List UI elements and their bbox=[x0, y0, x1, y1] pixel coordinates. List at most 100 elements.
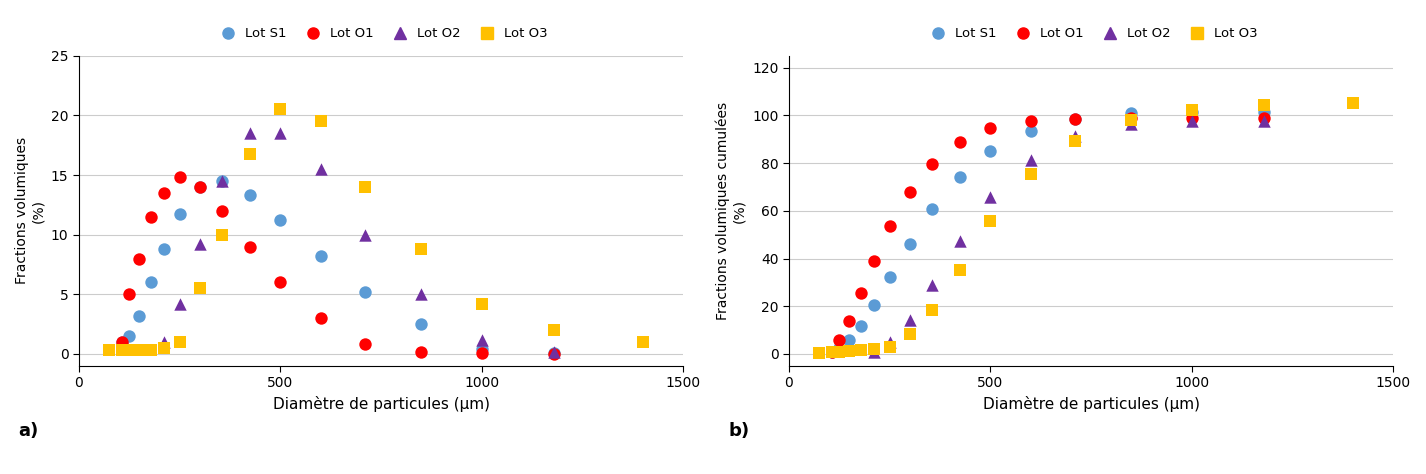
Point bbox=[118, 332, 141, 340]
Point bbox=[1119, 115, 1142, 122]
Point bbox=[898, 189, 921, 196]
Point bbox=[807, 349, 830, 357]
Point bbox=[1181, 108, 1204, 116]
Point bbox=[97, 346, 120, 354]
Point bbox=[354, 288, 376, 296]
Point bbox=[980, 124, 1002, 132]
Point bbox=[948, 237, 971, 245]
Y-axis label: Fractions volumiques cumulées
(%): Fractions volumiques cumulées (%) bbox=[716, 102, 747, 320]
Point bbox=[409, 245, 432, 253]
Point bbox=[110, 346, 133, 354]
Point bbox=[1064, 115, 1087, 123]
Point bbox=[128, 346, 151, 354]
Point bbox=[829, 344, 851, 352]
Point bbox=[863, 257, 886, 264]
Point bbox=[838, 337, 861, 344]
Point bbox=[309, 118, 332, 125]
Point bbox=[1181, 114, 1204, 122]
Point bbox=[140, 279, 163, 286]
Point bbox=[921, 205, 944, 213]
Point bbox=[980, 193, 1002, 201]
Point bbox=[863, 301, 886, 309]
Point bbox=[1064, 137, 1087, 145]
Point bbox=[921, 160, 944, 167]
Point bbox=[270, 217, 292, 224]
Point bbox=[188, 240, 211, 248]
Point bbox=[1181, 118, 1204, 125]
Point bbox=[168, 210, 191, 218]
Point bbox=[948, 173, 971, 181]
Point bbox=[1020, 171, 1042, 178]
Point bbox=[188, 183, 211, 191]
Point bbox=[270, 129, 292, 137]
Point bbox=[309, 165, 332, 173]
Point bbox=[820, 348, 843, 356]
Point bbox=[471, 346, 493, 353]
Point bbox=[128, 312, 151, 319]
Point bbox=[1342, 99, 1365, 107]
X-axis label: Diamètre de particules (μm): Diamètre de particules (μm) bbox=[983, 396, 1199, 412]
Point bbox=[110, 338, 133, 346]
Point bbox=[153, 189, 175, 197]
Point bbox=[168, 338, 191, 346]
Point bbox=[878, 343, 901, 351]
Point bbox=[168, 173, 191, 181]
Point bbox=[1064, 115, 1087, 123]
Point bbox=[863, 348, 886, 356]
Point bbox=[188, 284, 211, 292]
Point bbox=[168, 300, 191, 308]
Point bbox=[921, 306, 944, 314]
Point bbox=[850, 289, 873, 297]
Point bbox=[878, 273, 901, 281]
Point bbox=[238, 150, 261, 157]
Point bbox=[140, 346, 163, 354]
Point bbox=[211, 207, 234, 215]
Point bbox=[354, 231, 376, 238]
Point bbox=[1253, 117, 1276, 125]
Point bbox=[238, 243, 261, 250]
Point bbox=[238, 129, 261, 137]
Point bbox=[1253, 114, 1276, 122]
Y-axis label: Fractions volumiques
(%): Fractions volumiques (%) bbox=[16, 137, 46, 284]
Point bbox=[409, 291, 432, 298]
Point bbox=[921, 281, 944, 289]
Point bbox=[898, 240, 921, 247]
Point bbox=[948, 266, 971, 273]
Point bbox=[850, 346, 873, 354]
Point bbox=[188, 183, 211, 191]
Point bbox=[1064, 132, 1087, 140]
Point bbox=[948, 138, 971, 146]
Point bbox=[543, 350, 566, 358]
Point bbox=[898, 316, 921, 323]
Legend: Lot S1, Lot O1, Lot O2, Lot O3: Lot S1, Lot O1, Lot O2, Lot O3 bbox=[920, 22, 1263, 46]
Point bbox=[238, 191, 261, 199]
Point bbox=[118, 291, 141, 298]
Point bbox=[1181, 106, 1204, 114]
Point bbox=[128, 255, 151, 262]
Point bbox=[409, 320, 432, 328]
Point bbox=[409, 348, 432, 356]
Point bbox=[980, 217, 1002, 225]
Point bbox=[354, 341, 376, 348]
Point bbox=[140, 213, 163, 220]
Point bbox=[543, 349, 566, 356]
Point bbox=[211, 231, 234, 238]
Point bbox=[118, 346, 141, 354]
Text: a): a) bbox=[19, 421, 39, 439]
Point bbox=[471, 336, 493, 343]
Point bbox=[829, 336, 851, 343]
Point bbox=[878, 222, 901, 229]
Point bbox=[1253, 108, 1276, 116]
Point bbox=[270, 106, 292, 113]
Point bbox=[1020, 156, 1042, 164]
Point bbox=[1020, 128, 1042, 135]
Point bbox=[1119, 116, 1142, 124]
Point bbox=[110, 338, 133, 346]
Point bbox=[354, 183, 376, 191]
Legend: Lot S1, Lot O1, Lot O2, Lot O3: Lot S1, Lot O1, Lot O2, Lot O3 bbox=[210, 22, 553, 46]
Point bbox=[211, 177, 234, 185]
Point bbox=[632, 338, 655, 346]
Point bbox=[153, 344, 175, 352]
Point bbox=[898, 330, 921, 337]
Point bbox=[1119, 120, 1142, 128]
